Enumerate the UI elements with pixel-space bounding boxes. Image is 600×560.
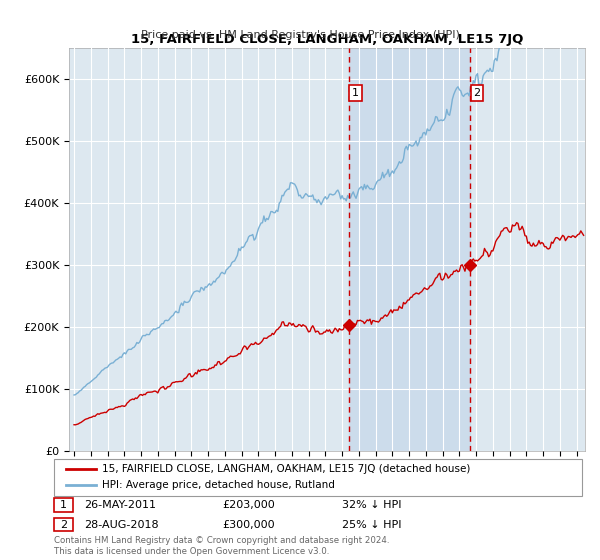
Text: HPI: Average price, detached house, Rutland: HPI: Average price, detached house, Rutl…: [102, 480, 335, 491]
Title: 15, FAIRFIELD CLOSE, LANGHAM, OAKHAM, LE15 7JQ: 15, FAIRFIELD CLOSE, LANGHAM, OAKHAM, LE…: [131, 34, 523, 46]
Text: 2: 2: [473, 88, 481, 98]
Text: 1: 1: [352, 88, 359, 98]
Text: 1: 1: [60, 500, 67, 510]
Bar: [349, 48, 470, 451]
Text: 32% ↓ HPI: 32% ↓ HPI: [342, 500, 401, 510]
Text: 26-MAY-2011: 26-MAY-2011: [84, 500, 156, 510]
Text: 15, FAIRFIELD CLOSE, LANGHAM, OAKHAM, LE15 7JQ (detached house): 15, FAIRFIELD CLOSE, LANGHAM, OAKHAM, LE…: [102, 464, 470, 474]
Text: £203,000: £203,000: [222, 500, 275, 510]
Text: Contains HM Land Registry data © Crown copyright and database right 2024.
This d: Contains HM Land Registry data © Crown c…: [54, 536, 389, 556]
Text: 2: 2: [60, 520, 67, 530]
Text: 25% ↓ HPI: 25% ↓ HPI: [342, 520, 401, 530]
Text: £300,000: £300,000: [222, 520, 275, 530]
Text: 28-AUG-2018: 28-AUG-2018: [84, 520, 158, 530]
Text: Price paid vs. HM Land Registry's House Price Index (HPI): Price paid vs. HM Land Registry's House …: [140, 30, 460, 40]
